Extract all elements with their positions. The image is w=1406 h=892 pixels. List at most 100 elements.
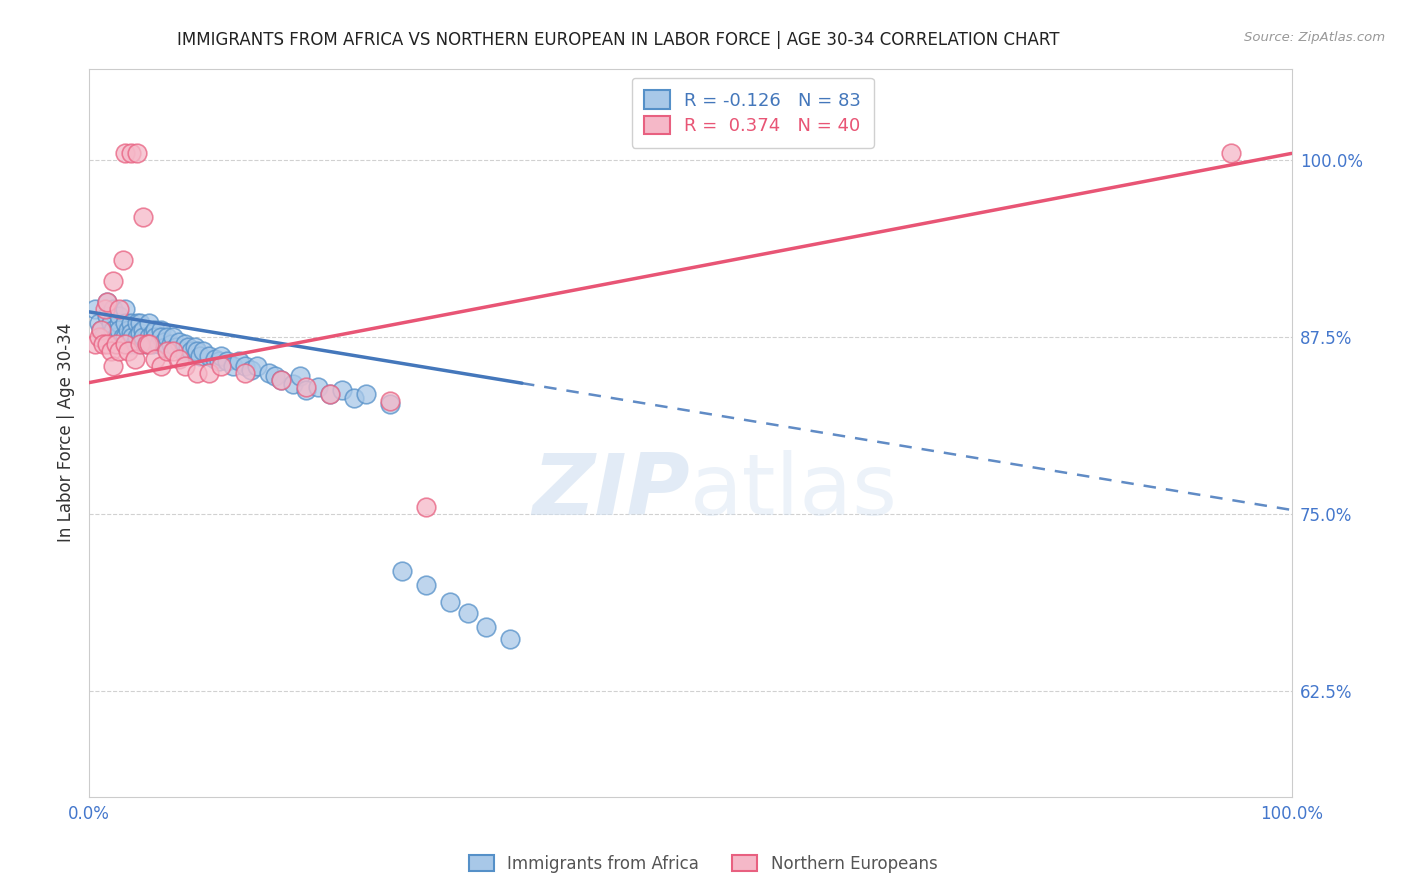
Point bbox=[318, 387, 340, 401]
Point bbox=[138, 316, 160, 330]
Point bbox=[93, 330, 115, 344]
Point bbox=[264, 368, 287, 383]
Legend: R = -0.126   N = 83, R =  0.374   N = 40: R = -0.126 N = 83, R = 0.374 N = 40 bbox=[631, 78, 873, 148]
Point bbox=[96, 337, 118, 351]
Point bbox=[114, 330, 136, 344]
Point bbox=[101, 301, 124, 316]
Point bbox=[208, 354, 231, 368]
Point bbox=[235, 359, 257, 373]
Point bbox=[114, 146, 136, 161]
Point bbox=[415, 578, 437, 592]
Point bbox=[90, 323, 112, 337]
Point bbox=[143, 351, 166, 366]
Point bbox=[439, 595, 461, 609]
Point bbox=[180, 344, 202, 359]
Point bbox=[150, 323, 173, 337]
Point bbox=[174, 337, 197, 351]
Text: Source: ZipAtlas.com: Source: ZipAtlas.com bbox=[1244, 31, 1385, 45]
Point bbox=[162, 344, 184, 359]
Point bbox=[307, 380, 329, 394]
Text: atlas: atlas bbox=[690, 450, 898, 533]
Point bbox=[153, 340, 176, 354]
Point bbox=[167, 351, 190, 366]
Point bbox=[120, 146, 142, 161]
Point bbox=[270, 373, 292, 387]
Point bbox=[127, 316, 149, 330]
Point bbox=[129, 337, 152, 351]
Point bbox=[120, 326, 142, 340]
Point bbox=[128, 337, 150, 351]
Point bbox=[117, 344, 139, 359]
Point bbox=[240, 363, 263, 377]
Point bbox=[108, 323, 131, 337]
Point bbox=[104, 337, 127, 351]
Point bbox=[184, 340, 207, 354]
Text: ZIP: ZIP bbox=[533, 450, 690, 533]
Point bbox=[100, 344, 122, 359]
Point bbox=[114, 337, 136, 351]
Point bbox=[172, 344, 194, 359]
Point bbox=[165, 340, 187, 354]
Point bbox=[104, 330, 127, 344]
Point bbox=[127, 146, 149, 161]
Point bbox=[156, 330, 179, 344]
Point bbox=[132, 330, 155, 344]
Point bbox=[186, 344, 208, 359]
Point bbox=[475, 620, 498, 634]
Point bbox=[1220, 146, 1243, 161]
Point bbox=[222, 359, 245, 373]
Point bbox=[128, 326, 150, 340]
Point bbox=[162, 330, 184, 344]
Point bbox=[235, 366, 257, 380]
Point bbox=[84, 301, 107, 316]
Point bbox=[118, 337, 141, 351]
Point bbox=[343, 391, 366, 405]
Point bbox=[330, 383, 353, 397]
Point bbox=[101, 274, 124, 288]
Point bbox=[415, 500, 437, 515]
Point bbox=[174, 359, 197, 373]
Point bbox=[114, 316, 136, 330]
Point bbox=[84, 337, 107, 351]
Point bbox=[198, 366, 221, 380]
Point bbox=[117, 323, 139, 337]
Text: IMMIGRANTS FROM AFRICA VS NORTHERN EUROPEAN IN LABOR FORCE | AGE 30-34 CORRELATI: IMMIGRANTS FROM AFRICA VS NORTHERN EUROP… bbox=[177, 31, 1060, 49]
Point bbox=[141, 337, 163, 351]
Point bbox=[150, 359, 173, 373]
Point bbox=[176, 340, 198, 354]
Point bbox=[391, 564, 413, 578]
Point bbox=[294, 383, 316, 397]
Point bbox=[167, 334, 190, 349]
Point bbox=[142, 326, 165, 340]
Point bbox=[101, 359, 124, 373]
Point bbox=[156, 344, 179, 359]
Point bbox=[209, 359, 232, 373]
Point bbox=[186, 366, 208, 380]
Point bbox=[121, 330, 143, 344]
Point bbox=[270, 373, 292, 387]
Point bbox=[499, 632, 522, 646]
Point bbox=[96, 295, 118, 310]
Point bbox=[93, 301, 115, 316]
Point bbox=[283, 377, 305, 392]
Point bbox=[198, 349, 221, 363]
Point bbox=[124, 351, 146, 366]
Point bbox=[124, 337, 146, 351]
Point bbox=[114, 301, 136, 316]
Legend: Immigrants from Africa, Northern Europeans: Immigrants from Africa, Northern Europea… bbox=[463, 848, 943, 880]
Point bbox=[100, 316, 122, 330]
Point bbox=[90, 323, 112, 337]
Point bbox=[288, 368, 311, 383]
Point bbox=[87, 330, 110, 344]
Point bbox=[128, 316, 150, 330]
Point bbox=[96, 295, 118, 310]
Point bbox=[217, 354, 239, 368]
Y-axis label: In Labor Force | Age 30-34: In Labor Force | Age 30-34 bbox=[58, 323, 75, 542]
Point bbox=[378, 397, 401, 411]
Point bbox=[228, 354, 250, 368]
Point bbox=[108, 301, 131, 316]
Point bbox=[148, 337, 170, 351]
Point bbox=[378, 394, 401, 409]
Point bbox=[87, 316, 110, 330]
Point bbox=[120, 316, 142, 330]
